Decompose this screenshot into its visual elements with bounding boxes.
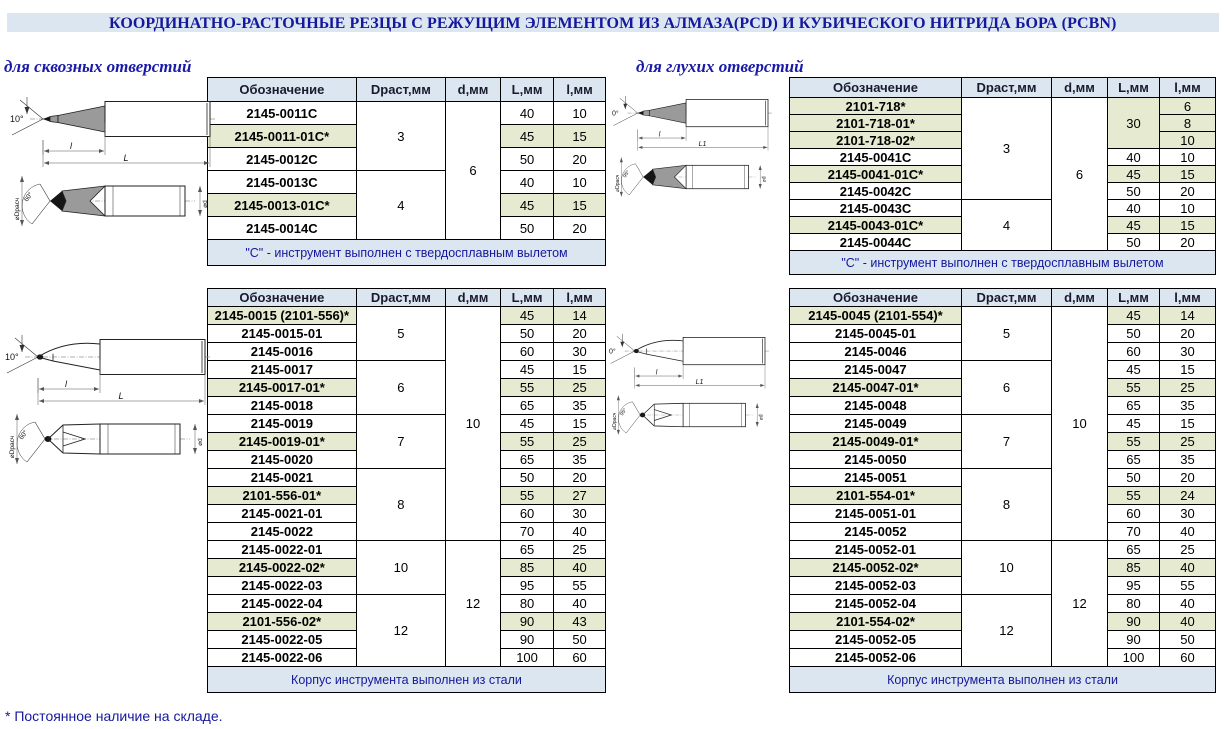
- svg-text:60°: 60°: [22, 190, 34, 203]
- svg-text:L: L: [118, 391, 123, 401]
- svg-text:10°: 10°: [5, 352, 19, 362]
- svg-text:L: L: [123, 153, 128, 163]
- svg-text:⌀Dрасч: ⌀Dрасч: [612, 412, 618, 430]
- svg-text:60°: 60°: [17, 428, 29, 441]
- svg-text:⌀d: ⌀d: [759, 414, 765, 420]
- svg-text:⌀Dрасч: ⌀Dрасч: [14, 198, 21, 220]
- svg-text:L1: L1: [696, 379, 704, 386]
- svg-text:0°: 0°: [609, 347, 616, 355]
- svg-text:L1: L1: [699, 141, 707, 148]
- svg-text:l: l: [70, 141, 73, 151]
- svg-text:l: l: [659, 131, 661, 138]
- svg-text:⌀d: ⌀d: [762, 176, 768, 182]
- svg-text:l: l: [656, 369, 658, 376]
- svg-text:⌀Dрасч: ⌀Dрасч: [9, 436, 16, 458]
- svg-text:10°: 10°: [10, 114, 24, 124]
- svg-text:95°: 95°: [622, 169, 631, 179]
- svg-text:⌀Dрасч: ⌀Dрасч: [615, 174, 621, 192]
- svg-text:0°: 0°: [612, 109, 619, 117]
- svg-text:⌀d: ⌀d: [202, 200, 209, 208]
- svg-text:95°: 95°: [619, 407, 628, 417]
- svg-text:⌀d: ⌀d: [197, 438, 204, 446]
- svg-text:l: l: [65, 379, 68, 389]
